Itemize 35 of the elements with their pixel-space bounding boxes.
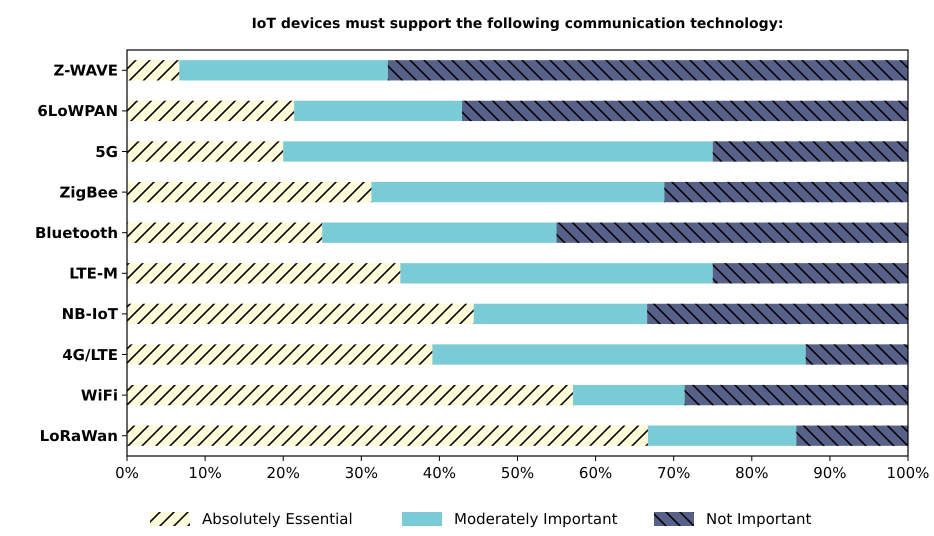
x-tick-label: 100% [886,464,930,482]
y-tick-label: WiFi [80,386,118,404]
y-tick-label: NB-IoT [62,305,119,324]
bar [294,100,462,122]
x-tick-label: 60% [578,464,612,482]
x-tick-label: 90% [813,464,847,482]
bar [648,426,796,446]
bar [432,344,806,365]
legend-label: Moderately Important [454,510,618,528]
legend-label: Absolutely Essential [202,510,353,528]
x-tick-label: 0% [115,464,139,482]
x-tick-label: 40% [422,464,456,482]
y-tick-label: LoRaWan [40,426,118,445]
bar [322,222,557,243]
bar [572,384,685,406]
bar [400,263,713,284]
legend-label: Not Important [706,510,812,528]
y-tick-label: 4G/LTE [62,346,118,364]
bar [283,141,713,162]
y-tick-label: 5G [95,142,118,161]
x-tick-label: 30% [344,464,378,482]
x-tick-label: 10% [188,464,222,482]
x-tick-label: 20% [266,464,300,482]
bar [474,304,648,324]
y-tick-label: Bluetooth [34,224,118,242]
chart-title: IoT devices must support the following communication technology: [252,16,784,32]
x-tick-label: 70% [657,464,690,482]
bar [179,60,388,80]
bar [371,182,664,202]
y-tick-label: 6LoWPAN [37,102,118,120]
y-tick-label: ZigBee [59,183,118,202]
y-tick-label: Z-WAVE [54,62,118,80]
x-tick-label: 80% [735,464,768,482]
y-tick-label: LTE-M [69,264,118,283]
x-tick-label: 50% [500,464,534,482]
